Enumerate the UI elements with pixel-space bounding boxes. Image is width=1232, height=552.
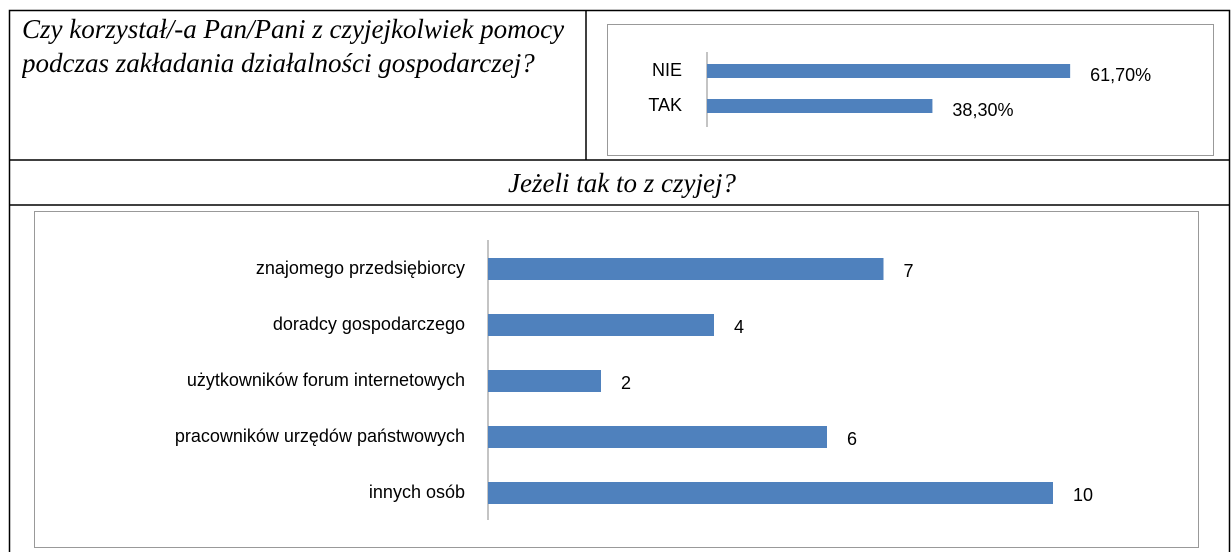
data-label: 2 (621, 373, 631, 393)
bar (488, 426, 827, 448)
bar (488, 370, 601, 392)
category-label: użytkowników forum internetowych (187, 370, 465, 390)
data-label: 10 (1073, 485, 1093, 505)
bar (707, 99, 933, 113)
category-label: NIE (652, 60, 682, 80)
data-label: 6 (847, 429, 857, 449)
bar (488, 258, 884, 280)
bar (488, 314, 714, 336)
data-label: 4 (734, 317, 744, 337)
category-label: znajomego przedsiębiorcy (256, 258, 465, 278)
question: Czy korzystał/-a Pan/Pani z czyjejkolwie… (22, 14, 565, 78)
data-label: 38,30% (952, 100, 1013, 120)
data-label: 61,70% (1090, 65, 1151, 85)
subheading: Jeżeli tak to z czyjej? (508, 168, 736, 198)
chart-frame (607, 24, 1214, 156)
category-label: TAK (648, 95, 682, 115)
bar (488, 482, 1053, 504)
category-label: doradcy gospodarczego (273, 314, 465, 334)
question-box: Czy korzystał/-a Pan/Pani z czyjejkolwie… (22, 14, 565, 78)
data-label: 7 (904, 261, 914, 281)
category-label: innych osób (369, 482, 465, 502)
category-label: pracowników urzędów państwowych (175, 426, 465, 446)
bar (707, 64, 1071, 78)
table-border (8, 9, 1231, 552)
